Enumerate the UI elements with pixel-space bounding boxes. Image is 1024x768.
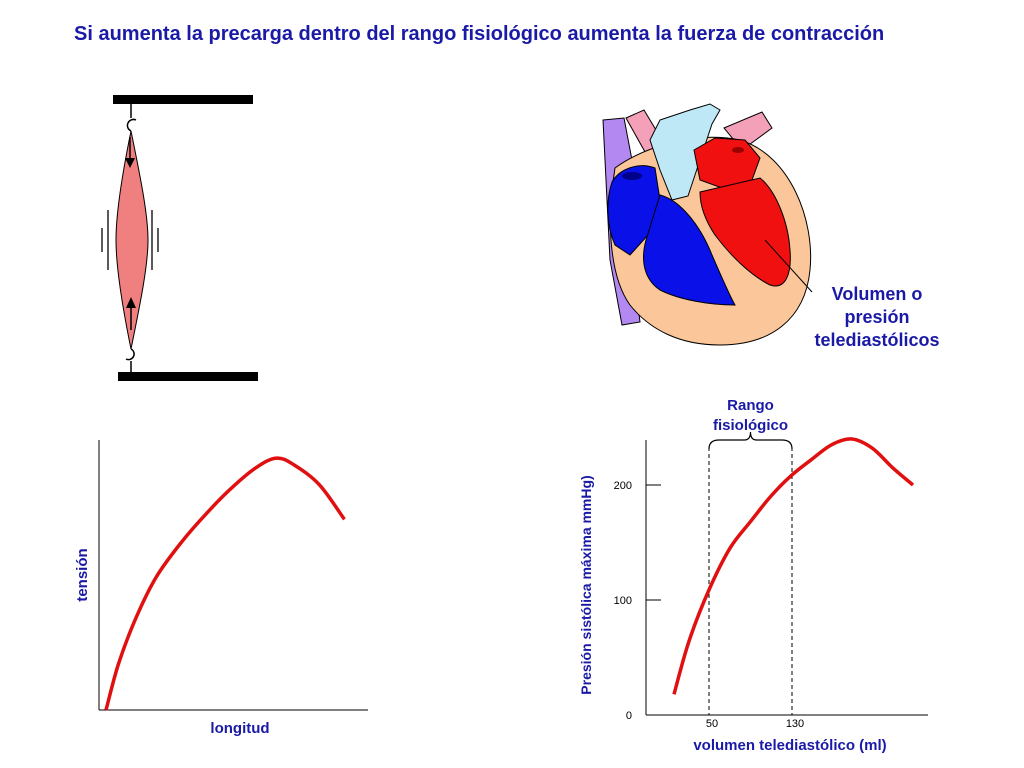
page-title: Si aumenta la precarga dentro del rango … — [74, 23, 885, 45]
arrow-up-head-icon — [126, 297, 136, 308]
bottom-support-bar — [118, 372, 258, 381]
right-atrium-detail — [622, 172, 642, 180]
chart1-y-label: tensión — [74, 548, 91, 601]
heart-label-line-1: Volumen o — [832, 284, 923, 304]
bottom-hook-icon — [125, 348, 135, 361]
tension-length-chart: tensión longitud — [74, 440, 368, 737]
chart2-y-ticks: 0 100 200 — [614, 480, 661, 722]
heart-label-pointer — [764, 239, 813, 293]
range-label-line-2: fisiológico — [713, 417, 788, 434]
left-atrium-detail — [732, 147, 744, 153]
muscle-fiber — [115, 130, 149, 350]
chart2-y-label: Presión sistólica máxima mmHg) — [578, 475, 594, 694]
left-ventricle — [699, 177, 791, 287]
chart2-series-line — [672, 437, 915, 695]
pressure-volume-chart: 0 100 200 50 130 Rango fisiológico Presión … — [578, 397, 928, 754]
heart-label-line-2: presión — [844, 307, 909, 327]
heart-label-line-3: telediastólicos — [814, 330, 939, 350]
range-label-line-1: Rango — [727, 397, 774, 414]
arrow-down-head-icon — [125, 158, 135, 168]
x-tick-label: 50 — [706, 718, 718, 730]
y-tick-label: 0 — [626, 710, 632, 722]
y-tick-label: 100 — [614, 595, 632, 607]
heart-diagram: Volumen o presión telediastólicos — [602, 103, 940, 350]
right-ventricle — [643, 194, 736, 306]
range-brace-icon — [708, 431, 793, 450]
chart1-x-label: longitud — [210, 720, 269, 737]
chart2-x-label: volumen telediastólico (ml) — [693, 737, 886, 754]
right-atrium — [607, 165, 661, 256]
chart2-x-ticks: 50 130 — [706, 718, 804, 730]
contraction-marks-icon — [101, 210, 159, 270]
top-support-bar — [113, 95, 253, 104]
chart1-series-line — [104, 456, 346, 711]
x-tick-label: 130 — [786, 718, 804, 730]
y-tick-label: 200 — [614, 480, 632, 492]
top-hook-icon — [126, 118, 137, 132]
muscle-fiber-diagram — [101, 95, 258, 381]
